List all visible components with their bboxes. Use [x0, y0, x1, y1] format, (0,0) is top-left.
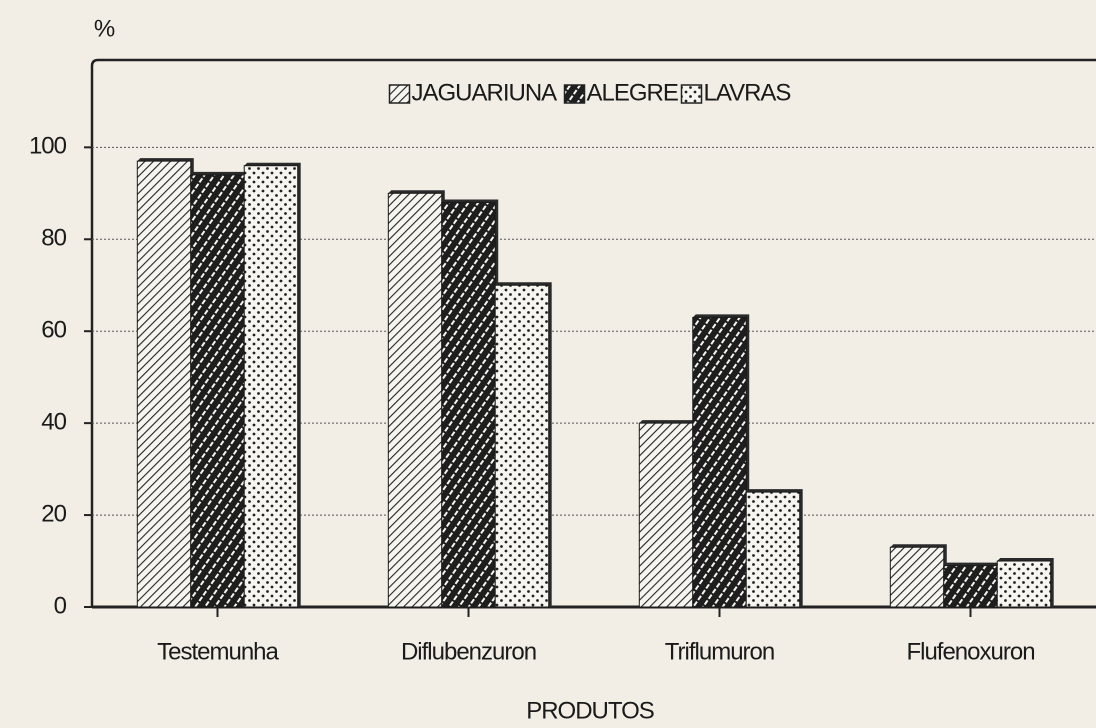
bar: [441, 201, 496, 608]
bar: [996, 560, 1052, 608]
bar: [190, 174, 245, 608]
legend-label: ALEGRE: [587, 79, 678, 106]
y-axis-label: %: [94, 15, 115, 42]
y-tick-label: 20: [41, 500, 66, 527]
x-tick-label: Testemunha: [157, 638, 279, 665]
y-tick-label: 0: [54, 592, 67, 619]
x-tick-label: Triflumuron: [665, 638, 774, 665]
legend-swatch: [388, 84, 411, 104]
x-tick-label: Flufenoxuron: [906, 638, 1034, 665]
plot-frame: [90, 58, 1096, 607]
legend-swatch: [680, 84, 703, 104]
y-tick-label: 40: [41, 408, 66, 435]
y-tick-label: 100: [29, 133, 67, 160]
bar: [136, 160, 192, 608]
y-tick-label: 60: [41, 317, 66, 344]
y-tick-label: 80: [41, 225, 66, 252]
x-tick-label: Diflubenzuron: [401, 638, 536, 665]
bar: [943, 565, 998, 608]
bar: [387, 192, 443, 608]
bar: [638, 422, 694, 608]
legend-label: LAVRAS: [704, 79, 791, 106]
x-axis-label: PRODUTOS: [526, 697, 654, 724]
bar: [243, 165, 299, 608]
bar: [494, 284, 550, 608]
legend-swatch: [563, 84, 586, 104]
bar: [889, 546, 945, 608]
bar: [745, 491, 801, 608]
legend-label: JAGUARIUNA: [412, 79, 558, 106]
bar: [692, 316, 747, 608]
